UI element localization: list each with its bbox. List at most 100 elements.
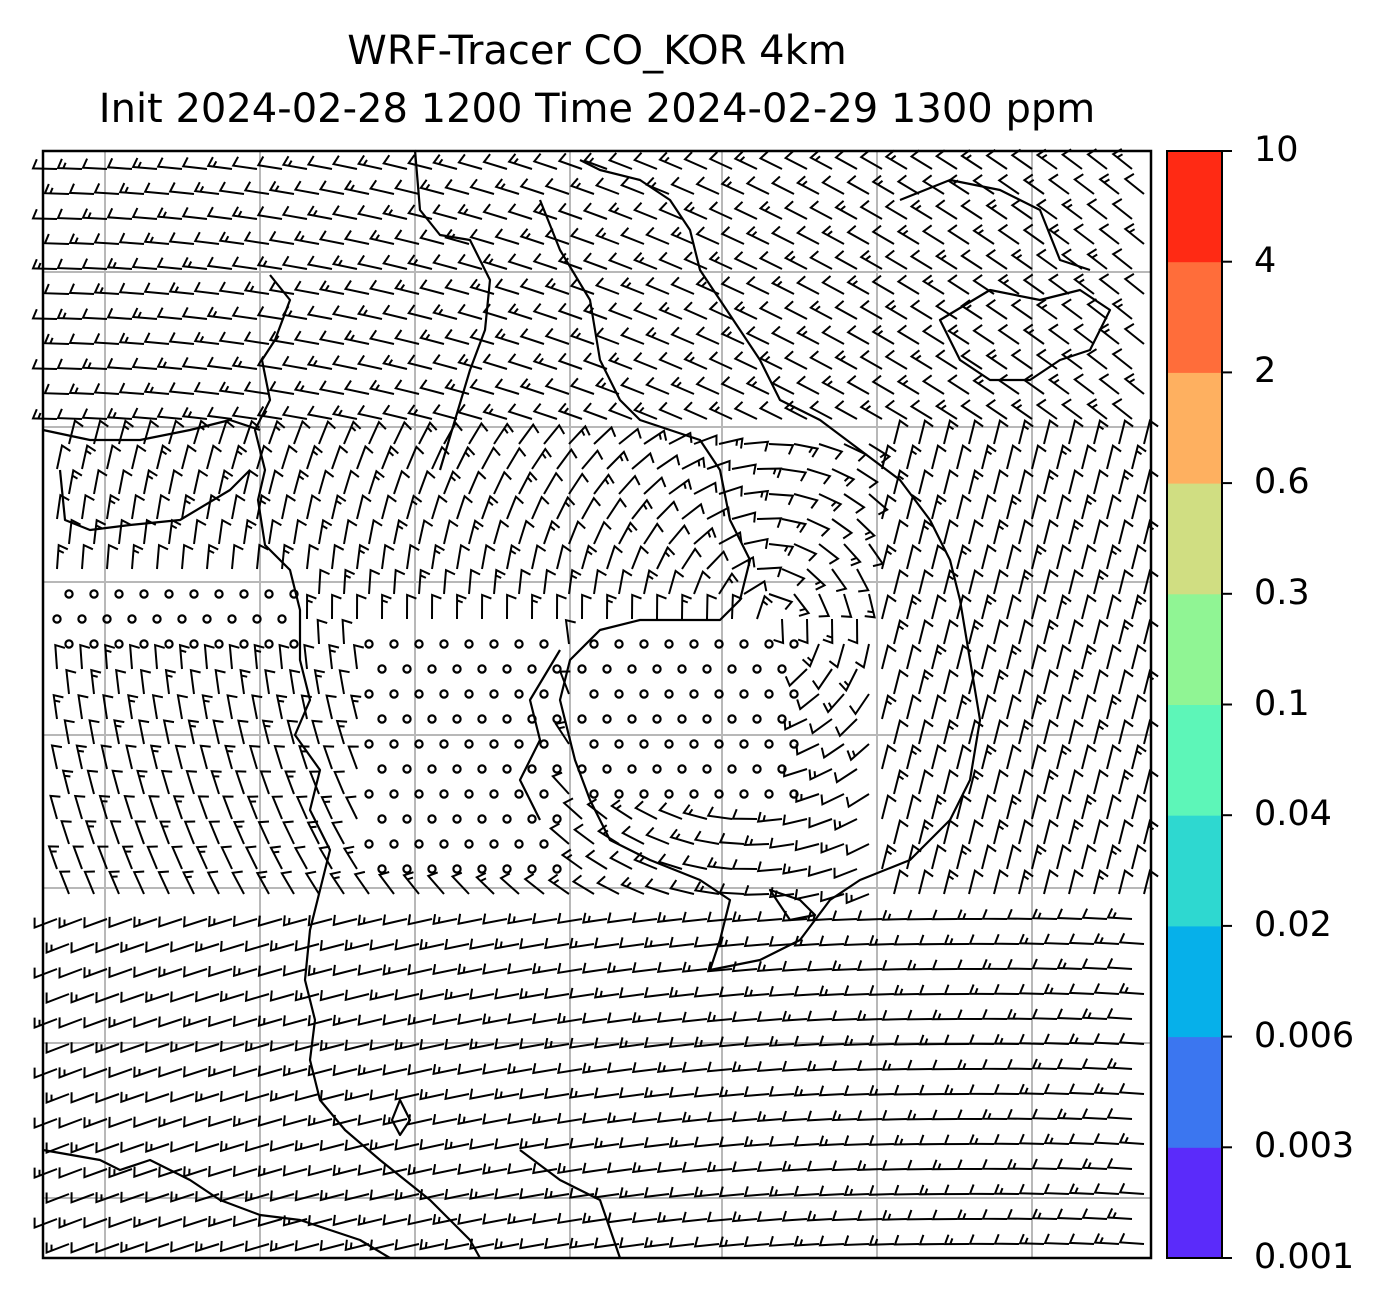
wind-barb bbox=[768, 1085, 795, 1097]
calm-wind-marker bbox=[489, 739, 499, 749]
wind-barb bbox=[981, 959, 1008, 970]
calm-wind-marker bbox=[739, 739, 749, 749]
wind-barb bbox=[1093, 1233, 1120, 1245]
wind-barb bbox=[768, 543, 795, 557]
wind-barb bbox=[419, 1089, 445, 1101]
wind-barb bbox=[1106, 744, 1122, 770]
wind-barb bbox=[143, 382, 170, 395]
wind-barb bbox=[482, 353, 508, 370]
calm-wind-marker bbox=[677, 664, 687, 674]
wind-barb bbox=[269, 1240, 295, 1252]
wind-barb bbox=[444, 228, 470, 245]
wind-barb bbox=[268, 419, 286, 445]
wind-barb bbox=[143, 419, 160, 445]
calm-wind-marker bbox=[502, 764, 512, 774]
calm-wind-marker bbox=[502, 714, 512, 724]
wind-barb bbox=[831, 1060, 858, 1072]
calm-wind-marker bbox=[689, 739, 699, 749]
wind-barb bbox=[706, 459, 731, 472]
colorbar-segment bbox=[1167, 925, 1222, 1038]
wind-barb bbox=[931, 1209, 958, 1221]
wind-barb bbox=[224, 744, 236, 770]
wind-barb bbox=[656, 593, 667, 620]
wind-barb bbox=[806, 1010, 833, 1022]
calm-wind-marker bbox=[414, 839, 424, 849]
colorbar-segment bbox=[1167, 372, 1222, 484]
calm-wind-marker bbox=[364, 639, 374, 649]
wind-barb bbox=[808, 817, 833, 829]
wind-barb bbox=[56, 443, 71, 470]
wind-barb bbox=[881, 959, 908, 971]
wind-barb bbox=[856, 568, 870, 593]
wind-barb bbox=[156, 157, 183, 170]
wind-barb bbox=[532, 1213, 558, 1225]
wind-barb bbox=[956, 544, 972, 570]
wind-barb bbox=[795, 791, 820, 804]
wind-barb bbox=[444, 1138, 470, 1151]
wind-barb bbox=[70, 992, 95, 1004]
wind-barb bbox=[499, 872, 520, 895]
wind-barb bbox=[1093, 769, 1109, 795]
wind-barb bbox=[993, 1033, 1020, 1045]
wind-barb bbox=[838, 668, 858, 693]
wind-barb bbox=[881, 1209, 908, 1221]
wind-barb bbox=[83, 1167, 108, 1179]
wind-barb bbox=[619, 177, 645, 195]
wind-barb bbox=[631, 962, 658, 974]
wind-barb bbox=[544, 987, 570, 1000]
wind-barb bbox=[81, 258, 108, 270]
wind-barb bbox=[131, 444, 147, 470]
wind-barb bbox=[231, 493, 246, 520]
wind-barb bbox=[731, 1061, 758, 1073]
wind-barb bbox=[1086, 398, 1108, 420]
wind-barb bbox=[1031, 494, 1047, 520]
wind-barb bbox=[369, 1039, 395, 1051]
wind-barb bbox=[257, 820, 270, 845]
wind-barb bbox=[956, 1059, 983, 1070]
wind-barb bbox=[257, 1215, 283, 1227]
wind-barb bbox=[432, 204, 458, 220]
wind-barb bbox=[931, 1159, 958, 1171]
wind-barb bbox=[457, 1213, 483, 1225]
wind-barb bbox=[300, 694, 312, 720]
wind-barb bbox=[1043, 669, 1059, 695]
wind-barb bbox=[244, 1090, 270, 1103]
wind-barb bbox=[193, 331, 220, 345]
calm-wind-marker bbox=[264, 589, 274, 599]
wind-barb bbox=[906, 694, 922, 720]
calm-wind-marker bbox=[114, 589, 124, 599]
wind-barb bbox=[643, 986, 670, 999]
wind-barb bbox=[960, 399, 983, 420]
wind-barb bbox=[818, 1185, 845, 1197]
wind-barb bbox=[1081, 644, 1097, 670]
wind-barb bbox=[231, 356, 258, 370]
wind-barb bbox=[681, 1061, 708, 1073]
wind-barb bbox=[1022, 373, 1045, 395]
wind-barb bbox=[706, 1011, 733, 1023]
wind-barb bbox=[33, 1017, 58, 1030]
wind-barb bbox=[834, 718, 858, 738]
wind-barb bbox=[494, 1138, 520, 1150]
wind-barb bbox=[93, 232, 120, 245]
wind-barb bbox=[581, 544, 598, 570]
wind-barb bbox=[95, 1142, 120, 1154]
wind-barb bbox=[43, 383, 70, 395]
calm-wind-marker bbox=[427, 814, 437, 824]
wind-barb bbox=[306, 155, 333, 170]
wind-barb bbox=[1093, 1083, 1120, 1095]
wind-barb bbox=[606, 593, 617, 620]
wind-barb bbox=[1060, 298, 1083, 320]
wind-barb bbox=[884, 349, 908, 370]
wind-barb bbox=[968, 719, 984, 745]
calm-wind-marker bbox=[214, 639, 224, 649]
small-island-southwest bbox=[390, 1098, 412, 1137]
wind-barb bbox=[643, 1186, 670, 1199]
wind-barb bbox=[357, 1164, 383, 1176]
wind-barb bbox=[745, 175, 770, 195]
wind-barb bbox=[418, 469, 436, 495]
wind-barb bbox=[86, 769, 98, 795]
wind-barb bbox=[884, 249, 908, 270]
wind-barb bbox=[934, 399, 958, 420]
wind-barb bbox=[985, 348, 1008, 370]
wind-barb bbox=[394, 989, 420, 1001]
